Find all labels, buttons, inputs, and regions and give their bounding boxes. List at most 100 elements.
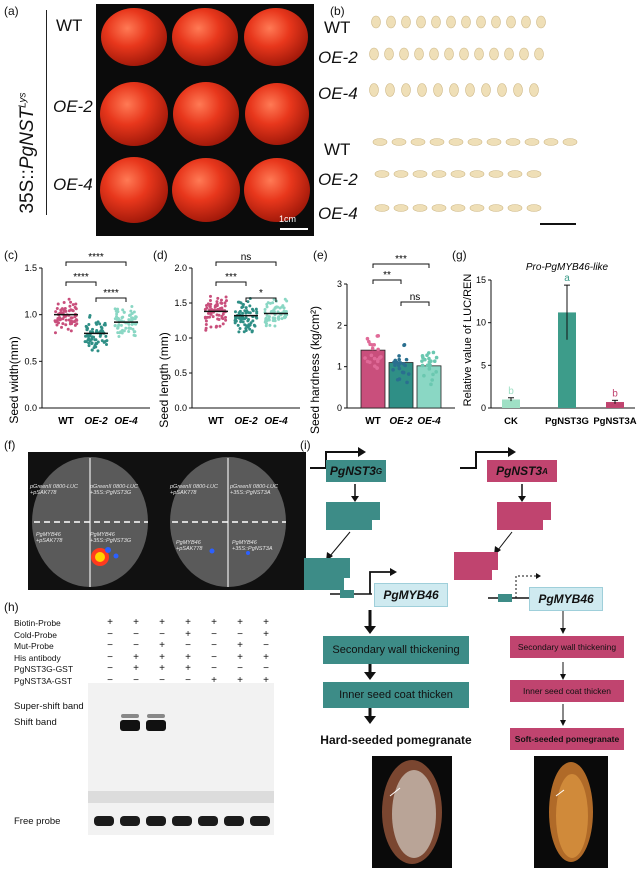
bar [606,402,624,408]
data-point [88,330,92,334]
data-point [283,316,287,320]
data-point [204,319,208,323]
data-point [403,363,407,368]
data-point [432,359,437,363]
panel-a-construct-label: 35S::PgNSTLys [17,92,38,214]
seed-0-2 [401,15,411,29]
sig-bracket [65,281,97,286]
seed-1-10 [519,47,529,61]
emsa-row-label: PgNST3G-GST [14,664,74,674]
sig-bracket [400,301,430,306]
seed-4-7 [507,170,523,178]
data-point [90,348,94,352]
emsa-sign: − [211,651,217,663]
emsa-sign: + [107,617,113,628]
panel-b-row-1: WT [324,18,351,37]
emsa-sign: + [133,663,139,674]
data-point [218,324,222,328]
data-point [365,336,370,341]
data-point [420,363,425,368]
panel-a-label: (a) [4,4,19,18]
data-point [61,322,65,326]
tomato-row-oe4 [100,157,310,223]
data-point [268,323,272,327]
panel-g-label: (g) [452,248,467,262]
emsa-sign: + [237,674,243,686]
leaf1-label-tr: pGreenII 0800-LUC +35S::PgNST3G [90,484,138,496]
y-tick-label: 0.0 [174,403,187,413]
data-point [134,315,138,319]
emsa-sign: − [263,663,269,674]
seed-2-6 [465,83,475,97]
data-point [429,359,433,364]
data-point [84,334,88,338]
data-point [241,320,245,324]
seed-0-6 [461,15,471,29]
seed-0-3 [416,15,426,29]
y-tick-label: 1 [337,362,342,372]
data-point [116,310,120,314]
data-point [254,307,258,311]
data-point [406,372,411,376]
seed-0-8 [491,15,501,29]
seed-2-8 [497,83,507,97]
data-point [220,314,224,318]
data-point [264,324,268,328]
data-point [130,323,134,327]
data-point [115,312,119,316]
data-point [91,327,95,331]
x-tick-label: WT [365,416,381,427]
emsa-sign: − [185,640,191,651]
data-point [434,370,438,374]
data-point [233,310,237,314]
data-point [100,326,104,330]
emsa-table: Biotin-Probe + + + + + + + Cold-Probe − − − + − − + Mut-… [14,617,276,698]
y-tick-label: 0.5 [174,368,187,378]
seed-2-1 [385,83,395,97]
data-point [210,308,214,312]
seed-2-5 [449,83,459,97]
emsa-sign: − [107,651,113,663]
y-tick-label: 0.5 [24,356,37,366]
data-point [244,306,248,310]
x-tick-label: WT [58,416,74,427]
data-point [431,372,435,377]
seed-1-1 [384,47,394,61]
seed-3-5 [467,138,483,146]
data-point [118,331,122,335]
data-point [248,304,252,308]
data-point [245,309,249,313]
data-point [246,300,250,304]
data-point [401,370,406,375]
significance-letter: b [508,386,514,397]
seed-1-4 [429,47,439,61]
data-point [216,296,220,300]
data-point [425,353,429,357]
data-point [236,300,240,304]
seed-3-7 [505,138,521,146]
emsa-sign: − [107,663,113,674]
data-point [62,315,66,319]
data-point [113,323,117,327]
emsa-sign: + [185,663,191,674]
data-point [241,317,245,321]
y-tick-label: 2 [337,320,342,330]
y-tick-label: 0 [481,403,486,413]
data-point [430,378,435,382]
y-tick-label: 1.5 [174,298,187,308]
seed-0-10 [521,15,531,29]
leaf1-label-bl: PgMYB46 +pSAK778 [36,532,63,544]
data-point [428,363,432,367]
data-point [95,329,99,333]
data-point [215,300,219,304]
y-tick-label: 10 [476,318,486,328]
panel-e-label: (e) [313,248,328,262]
emsa-sign: − [133,628,139,640]
chart-d-ylabel: Seed length (mm) [157,332,171,427]
data-point [265,305,269,309]
data-point [56,302,60,306]
seed-4-2 [412,170,428,178]
emsa-row-label: Mut-Probe [14,641,54,651]
data-point [117,318,121,322]
data-point [224,295,228,299]
